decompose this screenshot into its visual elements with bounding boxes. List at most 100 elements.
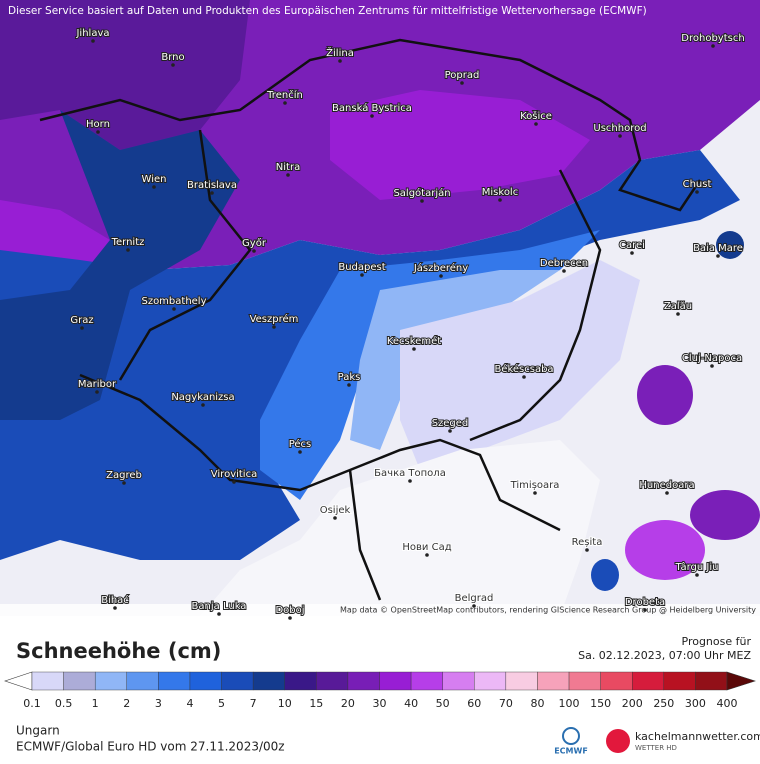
city-label: Paks [338,372,361,383]
city-label: Szeged [432,418,469,429]
legend-swatch [379,671,412,691]
city-label: Bratislava [187,180,237,191]
city-dot [522,375,526,379]
city-dot [439,274,443,278]
legend-swatch [284,671,317,691]
legend-swatch [316,671,349,691]
city-dot [460,81,464,85]
city-label: Graz [70,315,93,326]
city-label: Chust [683,179,712,190]
city-dot [425,553,429,557]
city-label: Košice [520,110,552,122]
ecmwf-logo [562,727,580,745]
legend-swatch [410,671,443,691]
city-label: Poprad [445,70,480,81]
city-dot [126,248,130,252]
city-label: Бачка Топола [374,468,446,479]
city-dot [80,326,84,330]
legend-tick: 200 [622,697,643,710]
legend-tick: 40 [404,697,418,710]
legend-swatch [632,671,665,691]
city-label: Timișoara [510,480,560,491]
city-dot [412,347,416,351]
legend-swatch [158,671,191,691]
city-dot [286,173,290,177]
city-dot [91,39,95,43]
city-label: Zagreb [106,470,142,481]
city-label: Banská Bystrica [332,102,412,114]
legend-swatch [568,671,601,691]
city-dot [711,44,715,48]
city-label: Reșita [572,537,603,548]
city-dot [710,364,714,368]
city-dot [201,403,205,407]
city-label: Békéscsaba [494,363,553,375]
city-dot [448,429,452,433]
city-dot [171,63,175,67]
attribution: Map data © OpenStreetMap contributors, r… [340,606,756,615]
region: Ungarn [16,724,60,738]
legend-swatch [347,671,380,691]
city-label: Pécs [289,438,312,450]
city-label: Nagykanizsa [171,392,234,403]
city-dot [665,491,669,495]
city-label: Wien [142,174,167,185]
city-dot [408,479,412,483]
legend-swatch [600,671,633,691]
city-label: Нови Сад [402,542,451,553]
city-dot [113,606,117,610]
city-dot [232,480,236,484]
legend-tick: 5 [218,697,225,710]
city-label: Budapest [338,262,385,273]
city-label: Banja Luka [192,601,247,612]
city-label: Carei [619,240,645,251]
legend-tick: 80 [530,697,544,710]
legend-tick: 7 [250,697,257,710]
city-label: Bihać [101,594,129,606]
legend-swatch [505,671,538,691]
city-dot [96,130,100,134]
legend-swatch [474,671,507,691]
legend-tick: 1 [92,697,99,710]
city-dot [283,101,287,105]
site-logo [606,729,630,753]
city-label: Brno [161,52,184,63]
legend-tick: 0.1 [23,697,41,710]
legend-swatch [63,671,96,691]
city-dot [533,491,537,495]
site-name[interactable]: kachelmannwetter.com [635,730,760,743]
city-label: Veszprém [250,313,299,325]
city-label: Ternitz [111,237,145,248]
forecast-label: Prognose für [682,635,752,648]
city-dot [695,573,699,577]
legend-tick: 3 [155,697,162,710]
city-dot [122,481,126,485]
legend-title: Schneehöhe (cm) [16,639,221,663]
legend-tick: 400 [717,697,738,710]
legend-tick: 300 [685,697,706,710]
city-dot [152,185,156,189]
city-label: Drohobytsch [681,33,744,44]
legend-tick: 100 [559,697,580,710]
city-label: Uschhorod [593,123,646,134]
map [0,0,760,616]
legend-tick: 0.5 [55,697,73,710]
legend-swatch [221,671,254,691]
legend-tick: 60 [467,697,481,710]
legend-swatch [442,671,475,691]
legend-under [4,671,33,691]
city-dot [676,312,680,316]
legend-tick: 70 [499,697,513,710]
city-dot [217,612,221,616]
city-dot [172,307,176,311]
legend-swatch [252,671,285,691]
legend-tick: 10 [278,697,292,710]
city-label: Kecskemét [387,335,441,347]
city-dot [618,134,622,138]
city-label: Zalău [664,301,692,312]
city-label: Trenčín [266,89,303,101]
legend-tick: 150 [590,697,611,710]
legend-tick: 4 [186,697,193,710]
city-label: Žilina [326,46,354,59]
